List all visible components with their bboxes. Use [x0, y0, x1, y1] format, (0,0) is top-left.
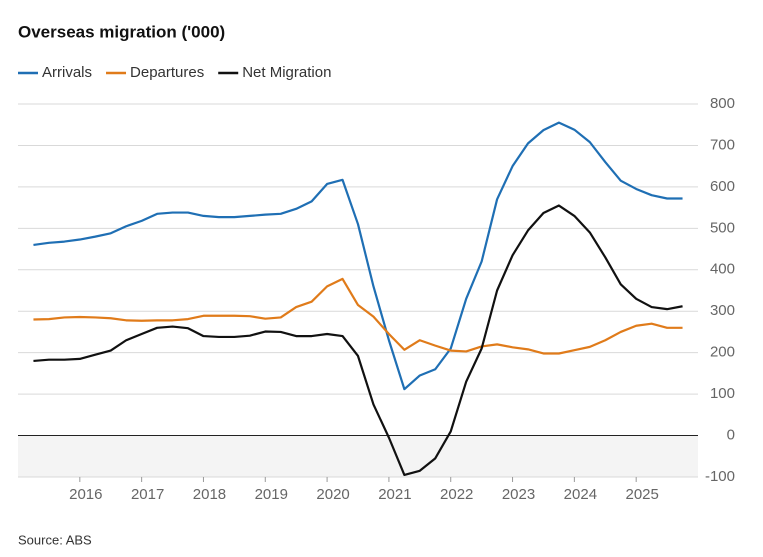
- legend-label: Net Migration: [242, 64, 331, 81]
- x-tick-label: 2022: [440, 486, 473, 503]
- y-tick-label: 500: [710, 219, 735, 236]
- series-line: [33, 204, 683, 477]
- chart-title: Overseas migration ('000): [18, 22, 225, 41]
- x-tick-label: 2021: [378, 486, 411, 503]
- y-tick-label: 800: [710, 95, 735, 112]
- x-tick-label: 2024: [564, 486, 597, 503]
- x-tick-label: 2023: [502, 486, 535, 503]
- series-line: [33, 121, 683, 391]
- x-tick-label: 2016: [69, 486, 102, 503]
- x-tick-label: 2018: [193, 486, 226, 503]
- y-tick-label: 700: [710, 136, 735, 153]
- series-line: [33, 277, 683, 355]
- y-tick-label: -100: [705, 468, 735, 485]
- y-tick-label: 0: [727, 427, 735, 444]
- y-tick-label: 100: [710, 385, 735, 402]
- y-tick-label: 400: [710, 261, 735, 278]
- y-tick-label: 300: [710, 302, 735, 319]
- negative-band: [18, 435, 698, 477]
- x-tick-label: 2019: [255, 486, 288, 503]
- y-tick-label: 600: [710, 178, 735, 195]
- legend-label: Arrivals: [42, 64, 92, 81]
- x-tick-label: 2020: [316, 486, 349, 503]
- legend-label: Departures: [130, 64, 204, 81]
- source: Source: ABS: [18, 532, 92, 547]
- y-tick-label: 200: [710, 344, 735, 361]
- x-tick-label: 2025: [625, 486, 658, 503]
- x-tick-label: 2017: [131, 486, 164, 503]
